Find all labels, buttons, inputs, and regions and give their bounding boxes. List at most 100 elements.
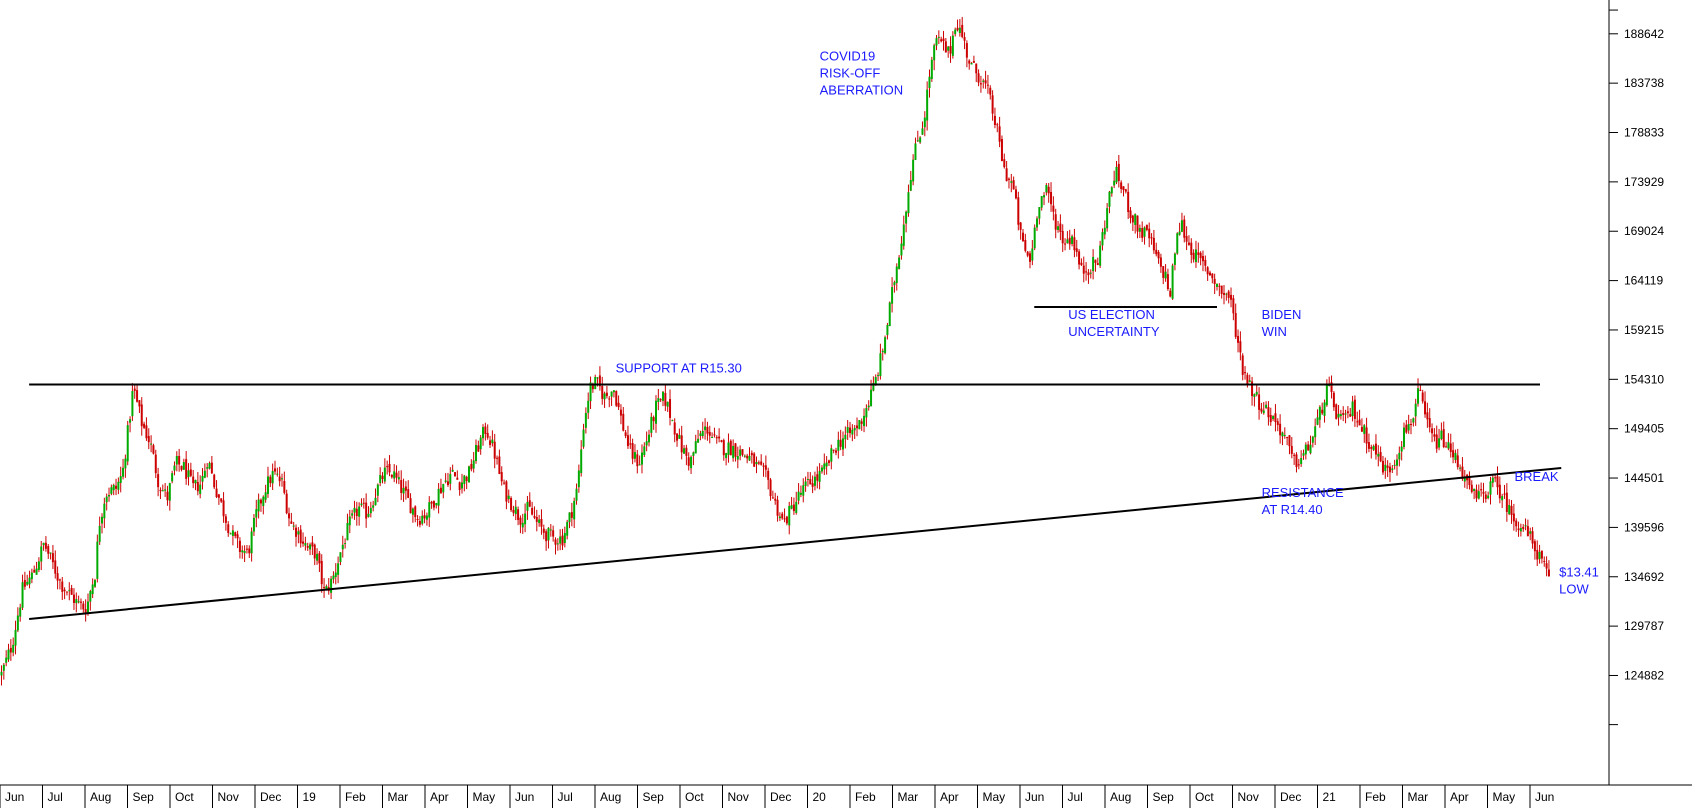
x-tick-label: Oct <box>685 790 704 804</box>
candle-body <box>1400 446 1403 452</box>
candle-body <box>704 426 707 431</box>
y-tick-label: 149405 <box>1624 422 1664 436</box>
candle-body <box>617 402 620 408</box>
candle-body <box>1108 191 1111 207</box>
candle-body <box>1531 531 1534 544</box>
candle-body <box>1227 291 1230 298</box>
candle-body <box>374 497 377 506</box>
candle-body <box>1274 413 1277 423</box>
x-tick-label: Jun <box>5 790 24 804</box>
candle-body <box>1363 425 1366 434</box>
candle-body <box>234 532 237 537</box>
us-election-annotation-line: UNCERTAINTY <box>1068 324 1160 339</box>
candle-body <box>12 644 15 653</box>
candle-body <box>157 474 160 488</box>
candle-body <box>224 516 227 523</box>
candle-body <box>266 476 269 495</box>
candle-body <box>166 491 169 501</box>
candle-body <box>542 528 545 533</box>
candle-body <box>341 544 344 550</box>
candle-body <box>94 580 96 587</box>
candle-body <box>360 503 363 506</box>
candle-body <box>110 487 113 494</box>
candle-body <box>1040 196 1043 208</box>
candle-body <box>1152 237 1155 251</box>
candle-body <box>1138 227 1141 232</box>
candle-body <box>767 470 770 480</box>
y-tick-label: 154310 <box>1624 372 1664 386</box>
candle-body <box>194 479 197 484</box>
candle-body <box>355 508 358 517</box>
candle-body <box>1071 236 1074 244</box>
candle-body <box>1014 189 1017 199</box>
x-tick-label: Sep <box>643 790 665 804</box>
candle-body <box>923 117 926 128</box>
candle-body <box>1155 249 1158 255</box>
candle-body <box>1003 159 1006 168</box>
candle-body <box>72 594 75 604</box>
resistance-annotation-line: RESISTANCE <box>1262 485 1344 500</box>
candle-body <box>699 433 702 436</box>
candle-body <box>1445 446 1448 448</box>
candle-body <box>140 404 143 427</box>
candle-body <box>1526 526 1529 537</box>
candle-body <box>1019 222 1022 230</box>
candle-body <box>540 519 543 527</box>
candle-body <box>250 531 253 554</box>
candle-body <box>1199 252 1202 259</box>
candle-body <box>830 448 833 462</box>
candle-body <box>907 192 910 214</box>
candle-body <box>1129 210 1132 218</box>
rising-trendline <box>29 466 1562 620</box>
candle-body <box>1164 271 1167 279</box>
candle-body <box>484 426 487 434</box>
candle-body <box>65 591 68 593</box>
candle-body <box>203 470 206 478</box>
candle-body <box>757 462 760 464</box>
candle-body <box>313 544 316 559</box>
candle-body <box>1293 454 1296 456</box>
candle-body <box>1115 166 1118 183</box>
candle-body <box>1192 252 1195 260</box>
candle-body <box>517 509 520 521</box>
candle-body <box>89 591 92 602</box>
candle-body <box>692 452 695 456</box>
candle-body <box>1061 230 1064 244</box>
candle-body <box>849 427 852 434</box>
candle-body <box>1421 392 1424 402</box>
candle-body <box>344 543 347 545</box>
candle-body <box>1372 445 1375 450</box>
candle-body <box>381 475 384 480</box>
resistance-annotation-line: AT R14.40 <box>1262 502 1323 517</box>
candle-body <box>1346 411 1349 414</box>
x-tick-label: Sep <box>1153 790 1175 804</box>
candle-body <box>1145 224 1148 230</box>
candle-body <box>1388 466 1391 473</box>
candle-body <box>669 399 672 418</box>
candle-body <box>1197 252 1200 255</box>
candle-body <box>659 399 662 401</box>
candle-body <box>1438 438 1441 448</box>
candle-body <box>732 445 735 459</box>
candle-body <box>636 454 639 467</box>
candle-body <box>1103 227 1106 235</box>
candle-body <box>103 503 106 519</box>
candle-body <box>470 463 473 470</box>
candle-body <box>161 490 164 492</box>
candle-body <box>1150 237 1153 239</box>
candle-body <box>867 405 870 408</box>
candle-body <box>853 427 856 431</box>
candle-body <box>1000 139 1003 161</box>
candle-body <box>489 440 492 445</box>
candle-body <box>1085 271 1088 273</box>
candle-body <box>241 550 244 553</box>
candle-body <box>143 423 146 428</box>
candle-body <box>243 550 246 554</box>
candle-body <box>1442 429 1445 448</box>
candle-body <box>1021 232 1024 242</box>
candle-body <box>916 140 919 142</box>
candle-body <box>14 629 17 646</box>
candle-body <box>449 473 452 484</box>
candle-body <box>1225 293 1228 295</box>
candle-body <box>816 474 819 481</box>
